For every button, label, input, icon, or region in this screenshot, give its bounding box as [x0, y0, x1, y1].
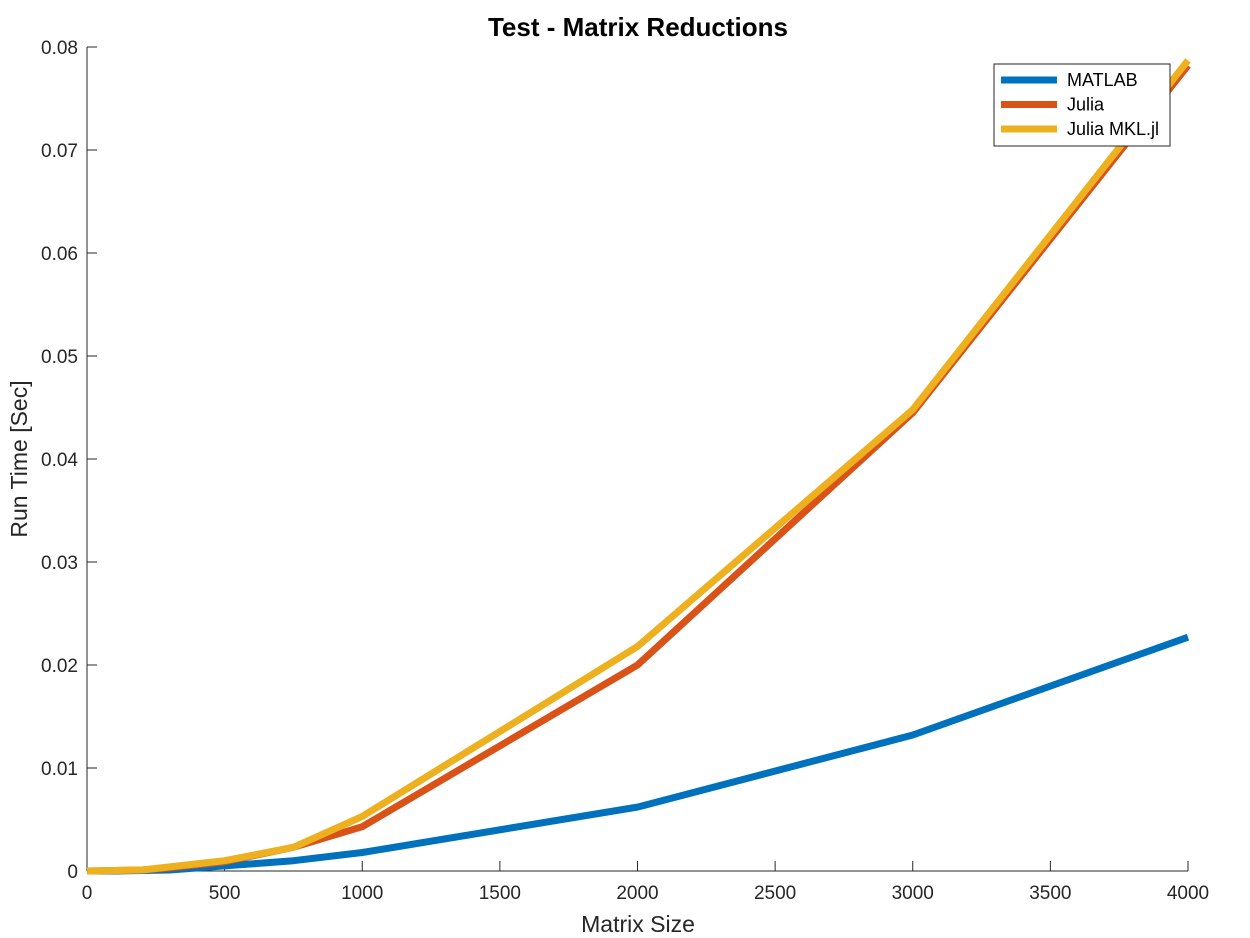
x-tick-label: 3000	[892, 883, 934, 904]
y-tick-label: 0.03	[41, 553, 78, 574]
x-tick-label: 1500	[479, 883, 521, 904]
y-tick-label: 0.04	[41, 450, 78, 471]
x-tick-label: 4000	[1167, 883, 1209, 904]
y-tick-label: 0.02	[41, 656, 78, 677]
series-lines	[86, 58, 1191, 875]
legend: MATLAB Julia Julia MKL.jl	[993, 63, 1171, 147]
legend-label: Julia MKL.jl	[1067, 119, 1159, 139]
chart-title: Test - Matrix Reductions	[488, 12, 788, 42]
x-tick-label: 0	[82, 883, 93, 904]
y-axis-title: Run Time [Sec]	[6, 380, 32, 537]
x-axis-ticks: 0 500 1000 1500 2000 2500 3000 3500 4000	[82, 861, 1209, 904]
legend-label: MATLAB	[1067, 70, 1138, 90]
x-tick-label: 2000	[616, 883, 658, 904]
x-tick-label: 1000	[341, 883, 383, 904]
x-tick-label: 3500	[1029, 883, 1071, 904]
y-tick-label: 0	[67, 862, 78, 883]
y-tick-label: 0.08	[41, 38, 78, 59]
x-tick-label: 2500	[754, 883, 796, 904]
y-tick-label: 0.05	[41, 347, 78, 368]
y-axis-ticks: 0 0.01 0.02 0.03 0.04 0.05 0.06 0.07 0.08	[41, 38, 97, 883]
y-tick-label: 0.07	[41, 141, 78, 162]
x-axis-title: Matrix Size	[581, 911, 695, 937]
series-line-julia-mkl-jl	[86, 58, 1191, 875]
y-tick-label: 0.06	[41, 244, 78, 265]
legend-label: Julia	[1067, 95, 1105, 115]
x-tick-label: 500	[209, 883, 241, 904]
y-tick-label: 0.01	[41, 759, 78, 780]
